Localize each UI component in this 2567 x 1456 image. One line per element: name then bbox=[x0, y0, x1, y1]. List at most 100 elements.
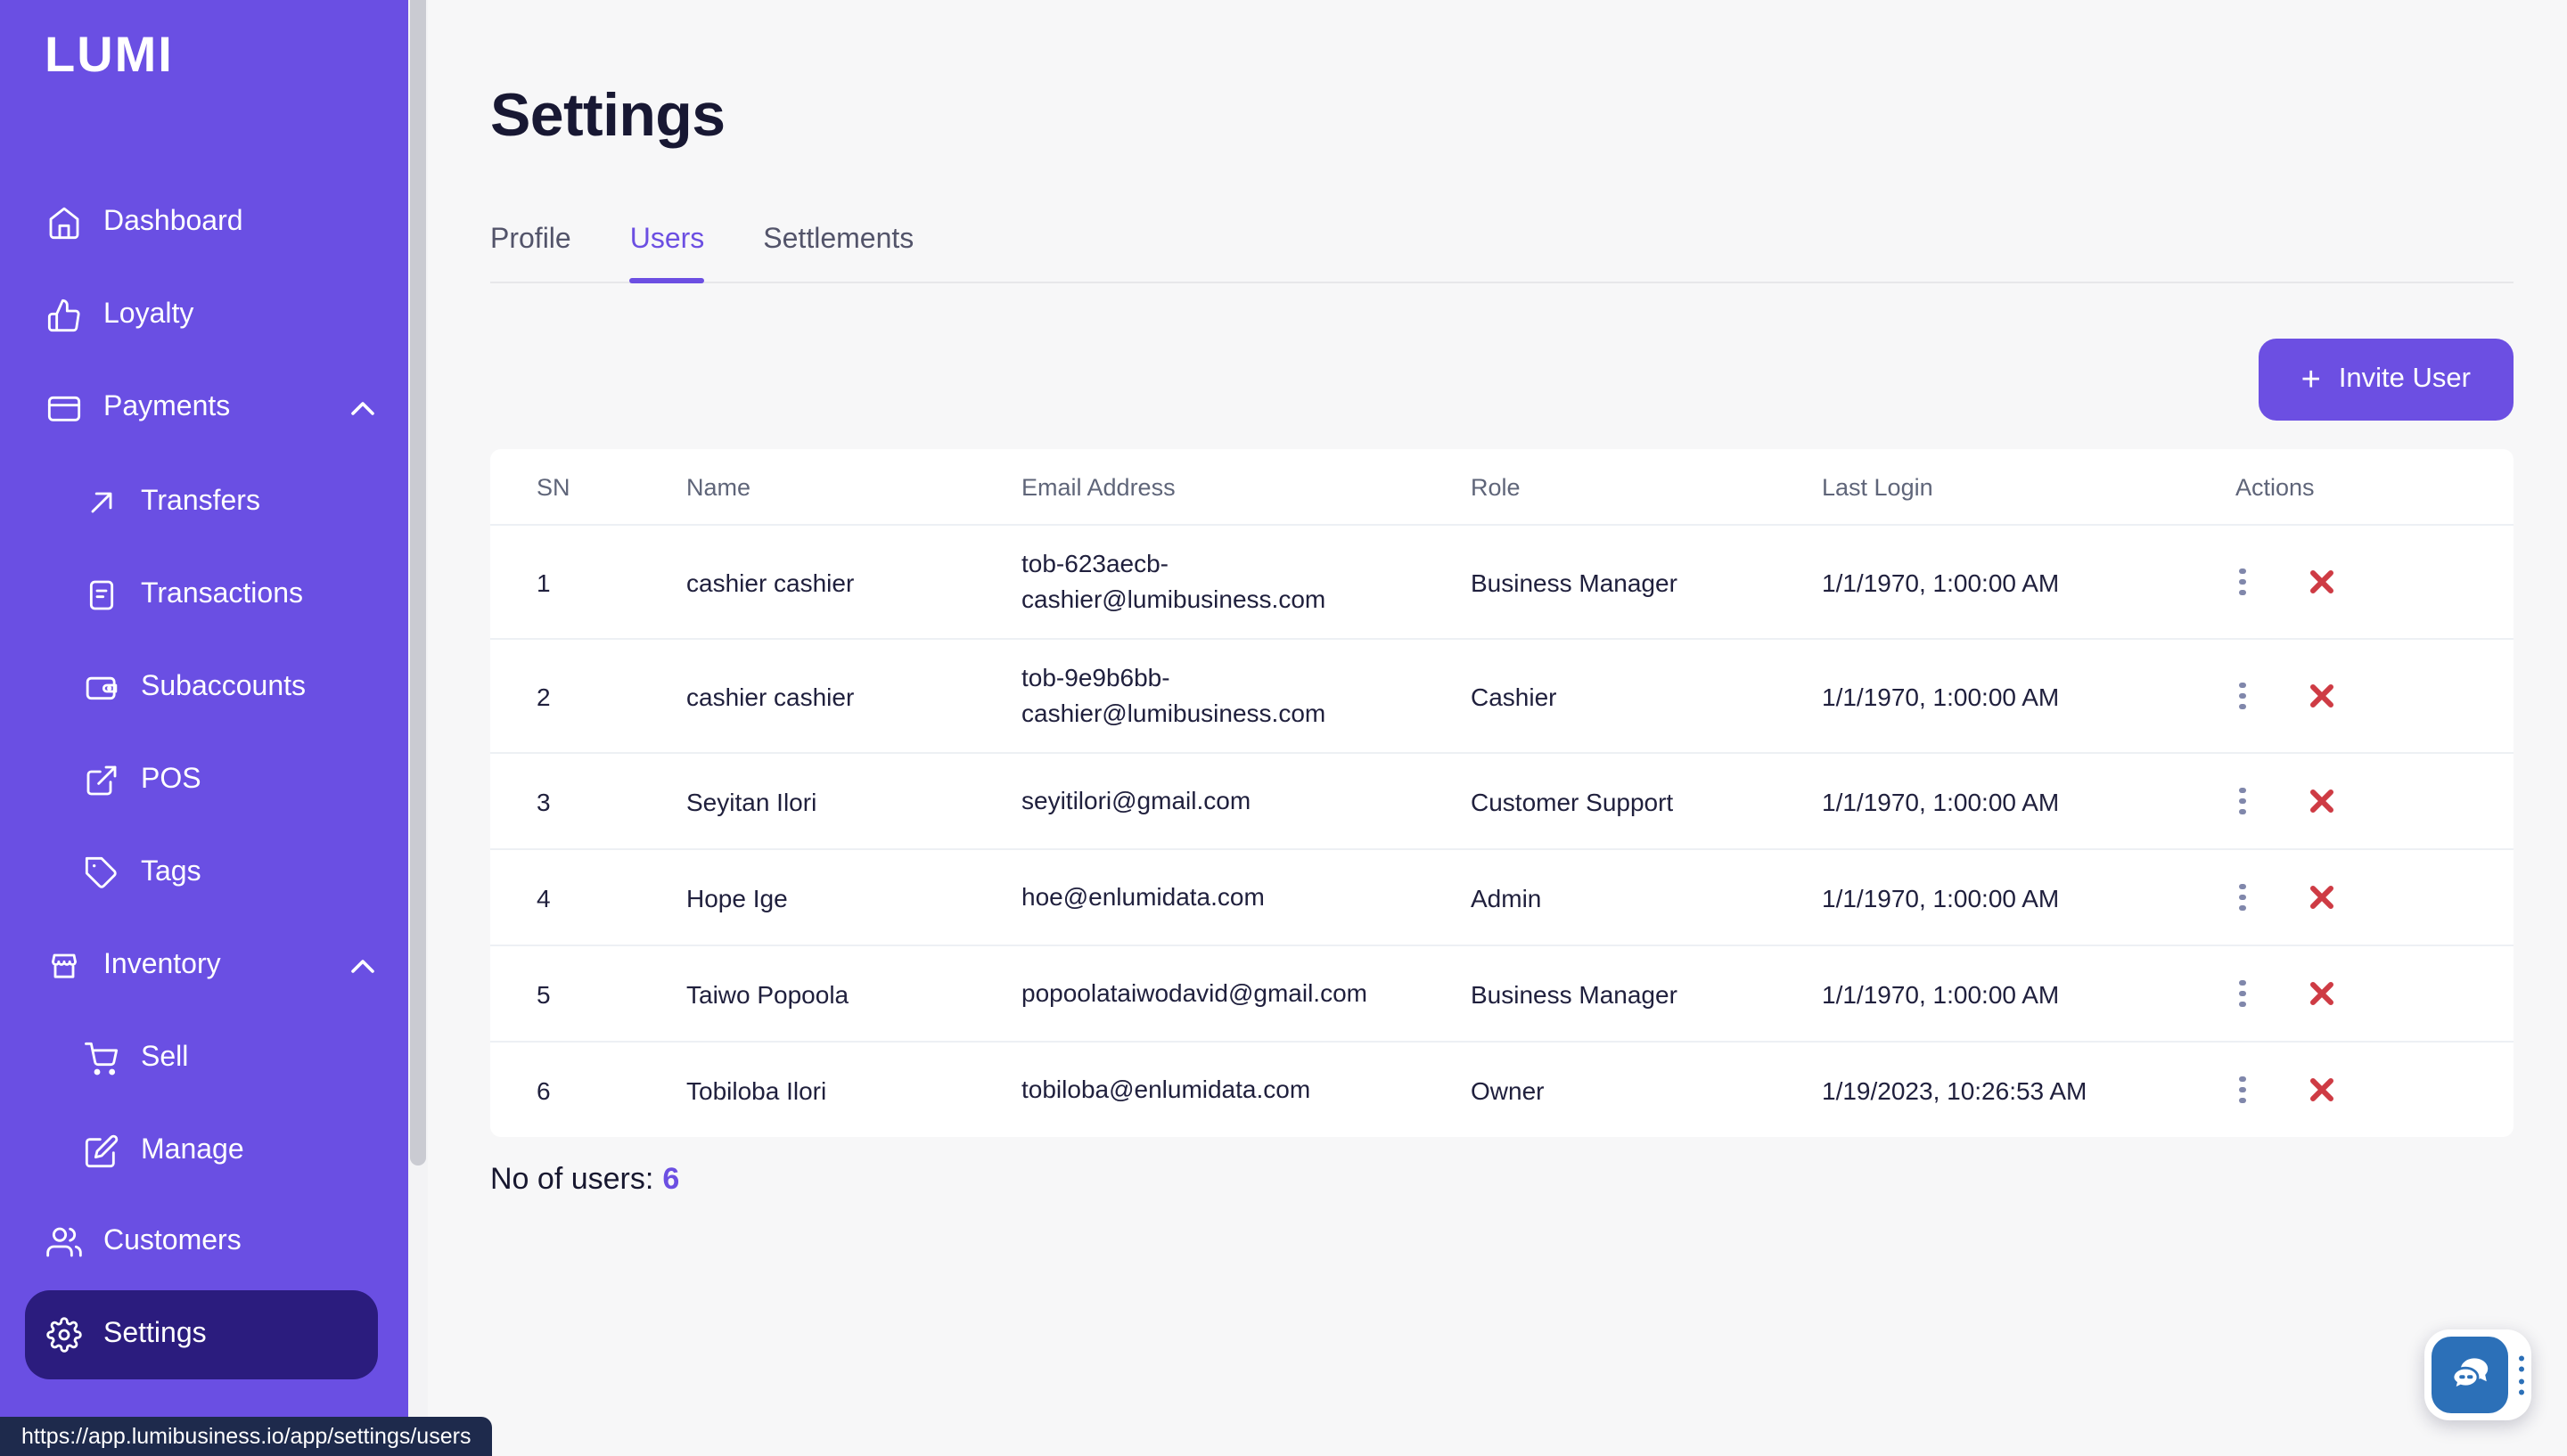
sidebar-item-loyalty[interactable]: Loyalty bbox=[25, 276, 378, 355]
table-row: 5 Taiwo Popoola popoolataiwodavid@gmail.… bbox=[490, 945, 2514, 1041]
chevron-up-icon bbox=[351, 402, 374, 415]
kebab-menu-icon[interactable] bbox=[2235, 877, 2249, 919]
cell-role: Admin bbox=[1471, 883, 1542, 912]
chat-widget[interactable] bbox=[2424, 1329, 2531, 1420]
edit-icon bbox=[85, 1134, 119, 1168]
cell-actions bbox=[2235, 781, 2514, 822]
sidebar-item-transactions[interactable]: Transactions bbox=[25, 556, 378, 634]
cell-last-login: 1/1/1970, 1:00:00 AM bbox=[1822, 568, 2060, 596]
col-header-actions: Actions bbox=[2235, 473, 2315, 500]
table-row: 4 Hope Ige hoe@enlumidata.com Admin 1/1/… bbox=[490, 848, 2514, 945]
delete-x-icon[interactable] bbox=[2308, 980, 2334, 1007]
cell-last-login: 1/19/2023, 10:26:53 AM bbox=[1822, 1076, 2087, 1104]
sidebar-item-label: Transfers bbox=[141, 487, 260, 517]
link-preview-statusbar: https://app.lumibusiness.io/app/settings… bbox=[0, 1417, 493, 1456]
arrow-up-right-icon bbox=[91, 492, 112, 513]
sidebar-item-label: POS bbox=[141, 765, 201, 795]
cell-name: cashier cashier bbox=[686, 682, 855, 710]
cell-email: tob-9e9b6bb-cashier@lumibusiness.com bbox=[1021, 663, 1326, 726]
users-table: SN Name Email Address Role Last Login Ac… bbox=[490, 449, 2514, 1137]
delete-x-icon[interactable] bbox=[2308, 683, 2334, 709]
delete-x-icon[interactable] bbox=[2308, 884, 2334, 911]
sidebar-scrollbar-thumb[interactable] bbox=[410, 0, 426, 1166]
chevron-up-icon bbox=[351, 960, 374, 973]
sidebar-item-settings[interactable]: Settings bbox=[25, 1290, 378, 1379]
tag-icon bbox=[85, 856, 117, 888]
sidebar-item-label: Payments bbox=[103, 392, 231, 422]
table-row: 2 cashier cashier tob-9e9b6bb-cashier@lu… bbox=[490, 638, 2514, 752]
delete-x-icon[interactable] bbox=[2308, 1076, 2334, 1103]
delete-x-icon[interactable] bbox=[2308, 788, 2334, 814]
cell-actions bbox=[2235, 877, 2514, 919]
cell-name: Taiwo Popoola bbox=[686, 979, 849, 1008]
cell-email: seyitilori@gmail.com bbox=[1021, 785, 1251, 814]
kebab-menu-icon[interactable] bbox=[2235, 973, 2249, 1015]
sidebar: LUMI Dashboard Loyalty Payments Transfer… bbox=[0, 0, 408, 1456]
users-count-summary: No of users: 6 bbox=[490, 1162, 679, 1198]
cart-icon bbox=[85, 1042, 119, 1076]
col-header-role: Role bbox=[1471, 473, 1521, 500]
lumi-logo: LUMI bbox=[45, 27, 174, 82]
table-row: 1 cashier cashier tob-623aecb-cashier@lu… bbox=[490, 524, 2514, 638]
sidebar-item-label: Manage bbox=[141, 1135, 244, 1166]
sidebar-item-label: Dashboard bbox=[103, 207, 243, 237]
cell-role: Cashier bbox=[1471, 682, 1557, 710]
cell-email: tobiloba@enlumidata.com bbox=[1021, 1074, 1311, 1103]
tab-users[interactable]: Users bbox=[629, 225, 704, 283]
kebab-menu-icon[interactable] bbox=[2235, 1069, 2249, 1111]
cell-actions bbox=[2235, 561, 2514, 603]
cell-sn: 1 bbox=[537, 568, 551, 596]
sidebar-item-label: Sell bbox=[141, 1043, 189, 1073]
sidebar-item-label: Settings bbox=[103, 1319, 207, 1349]
delete-x-icon[interactable] bbox=[2308, 568, 2334, 595]
chat-bubbles-icon bbox=[2450, 1357, 2488, 1391]
chat-button[interactable] bbox=[2432, 1337, 2508, 1413]
tab-settlements[interactable]: Settlements bbox=[763, 225, 914, 255]
cell-name: Hope Ige bbox=[686, 883, 788, 912]
chat-widget-handle-dots-icon[interactable] bbox=[2515, 1352, 2528, 1399]
invite-user-button[interactable]: + Invite User bbox=[2258, 339, 2514, 421]
sidebar-item-label: Inventory bbox=[103, 950, 221, 980]
cell-name: Tobiloba Ilori bbox=[686, 1076, 827, 1104]
tab-profile[interactable]: Profile bbox=[490, 225, 571, 255]
sidebar-item-manage[interactable]: Manage bbox=[25, 1112, 378, 1190]
cell-sn: 2 bbox=[537, 682, 551, 710]
invite-user-label: Invite User bbox=[2338, 364, 2471, 394]
sidebar-item-subaccounts[interactable]: Subaccounts bbox=[25, 649, 378, 727]
cell-name: Seyitan Ilori bbox=[686, 787, 817, 815]
cell-email: tob-623aecb-cashier@lumibusiness.com bbox=[1021, 549, 1326, 612]
sidebar-item-transfers[interactable]: Transfers bbox=[25, 463, 378, 542]
people-icon bbox=[46, 1227, 82, 1257]
sidebar-item-inventory[interactable]: Inventory bbox=[25, 927, 378, 1005]
sidebar-item-dashboard[interactable]: Dashboard bbox=[25, 184, 378, 262]
table-header-row: SN Name Email Address Role Last Login Ac… bbox=[490, 449, 2514, 524]
kebab-menu-icon[interactable] bbox=[2235, 781, 2249, 822]
sidebar-item-label: Tags bbox=[141, 857, 201, 888]
document-icon bbox=[89, 580, 114, 610]
kebab-menu-icon[interactable] bbox=[2235, 675, 2249, 717]
table-row: 6 Tobiloba Ilori tobiloba@enlumidata.com… bbox=[490, 1041, 2514, 1137]
cell-role: Business Manager bbox=[1471, 568, 1677, 596]
col-header-sn: SN bbox=[537, 473, 570, 500]
table-row: 3 Seyitan Ilori seyitilori@gmail.com Cus… bbox=[490, 752, 2514, 848]
sidebar-item-tags[interactable]: Tags bbox=[25, 834, 378, 912]
sidebar-item-payments[interactable]: Payments bbox=[25, 369, 378, 447]
kebab-menu-icon[interactable] bbox=[2235, 561, 2249, 603]
cell-last-login: 1/1/1970, 1:00:00 AM bbox=[1822, 682, 2060, 710]
sidebar-item-pos[interactable]: POS bbox=[25, 741, 378, 820]
sidebar-item-label: Loyalty bbox=[103, 299, 194, 330]
cell-actions bbox=[2235, 973, 2514, 1015]
cell-email: hoe@enlumidata.com bbox=[1021, 881, 1265, 911]
cell-sn: 4 bbox=[537, 883, 551, 912]
cell-sn: 3 bbox=[537, 787, 551, 815]
wallet-icon bbox=[86, 676, 118, 700]
col-header-name: Name bbox=[686, 473, 751, 500]
sidebar-item-sell[interactable]: Sell bbox=[25, 1019, 378, 1098]
cell-last-login: 1/1/1970, 1:00:00 AM bbox=[1822, 883, 2060, 912]
settings-tabs: Profile Users Settlements bbox=[490, 225, 2514, 283]
col-header-last-login: Last Login bbox=[1822, 473, 1933, 500]
cell-sn: 5 bbox=[537, 979, 551, 1008]
cell-actions bbox=[2235, 1069, 2514, 1111]
sidebar-item-customers[interactable]: Customers bbox=[25, 1203, 378, 1281]
